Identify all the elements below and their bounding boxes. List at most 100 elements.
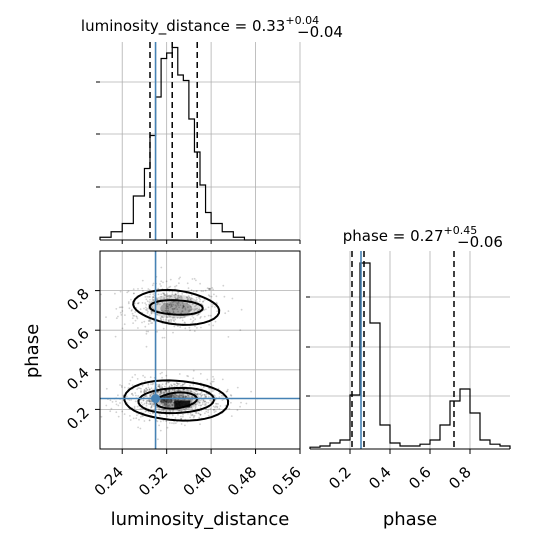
scatter-point [160,266,163,269]
scatter-point [142,290,144,292]
scatter-point [171,414,174,417]
scatter-point [161,386,164,389]
scatter-point [205,393,208,395]
scatter-point [198,308,200,311]
scatter-point [198,402,201,404]
scatter-point [162,405,164,407]
scatter-point [214,399,217,401]
scatter-point [121,310,124,312]
scatter-point [174,399,177,401]
scatter-point [218,392,221,395]
scatter-point [152,412,155,414]
scatter-point [181,306,184,309]
scatter-point [179,384,182,387]
scatter-point [162,327,165,330]
scatter-point [229,394,232,396]
scatter-point [189,298,192,300]
scatter-point [126,291,129,294]
scatter-point [168,422,171,424]
scatter-point [171,404,174,406]
scatter-point [180,415,182,418]
scatter-point [164,405,167,408]
scatter-point [182,305,185,308]
scatter-point [190,297,193,300]
scatter-point [159,420,162,423]
scatter-point [182,395,185,398]
scatter-point [171,389,174,391]
scatter-point [168,303,171,306]
scatter-point [140,391,142,393]
scatter-point [174,296,177,299]
scatter-point [144,380,147,382]
scatter-point [158,386,161,389]
scatter-point [194,407,197,410]
scatter-point [129,379,132,382]
scatter-point [163,389,166,392]
scatter-point [169,302,172,305]
scatter-point [222,284,225,287]
scatter-point [178,382,181,385]
scatter-point [215,295,218,298]
scatter-point [240,401,242,404]
y-label-phase: phase [22,324,43,378]
scatter-point [191,395,194,398]
scatter-point [178,282,180,285]
scatter-point [212,380,215,383]
scatter-point [157,385,160,388]
scatter-point [193,330,196,332]
scatter-point [149,403,152,405]
scatter-point [174,396,177,399]
scatter-point [146,309,148,312]
scatter-point [193,414,196,417]
scatter-point [131,384,134,386]
scatter-point [157,391,160,393]
scatter-point [187,412,189,415]
x-tick-label: 0.2 [325,463,355,493]
scatter-point [198,393,201,396]
scatter-point [128,399,131,401]
scatter-point [157,390,160,393]
scatter-point [168,304,171,306]
scatter-point [156,298,159,300]
scatter-point [231,297,234,300]
scatter-point [163,391,166,394]
scatter-point [172,401,175,404]
scatter-point [160,410,162,412]
scatter-point [166,426,169,429]
scatter-point [119,290,122,293]
scatter-point [148,403,150,405]
scatter-point [151,383,154,386]
scatter-point [180,423,183,425]
scatter-point [145,402,148,404]
scatter-point [171,317,174,319]
scatter-point [162,318,165,321]
scatter-point [169,402,172,405]
scatter-point [181,384,183,387]
scatter-point [191,278,194,280]
scatter-point [166,303,169,305]
scatter-point [193,308,196,310]
scatter-point [150,312,153,315]
scatter-point [137,426,140,429]
scatter-point [109,399,112,402]
scatter-point [178,306,181,309]
scatter-2d-panel: 0.24 0.32 0.40 0.48 0.56 0.2 0.4 0.6 0.8 [63,250,305,499]
scatter-point [198,404,200,407]
scatter-point [148,314,151,317]
scatter-point [164,405,167,407]
scatter-point [150,387,153,390]
scatter-point [193,277,196,280]
scatter-point [169,285,172,288]
contour-line [123,379,229,422]
x-tick-label: 0.40 [180,463,216,499]
scatter-point [168,381,170,384]
scatter-point [239,405,242,408]
scatter-point [144,296,147,298]
scatter-point [145,345,148,348]
scatter-point [180,417,183,420]
scatter-point [128,383,131,385]
scatter-point [151,322,154,324]
scatter-point [117,415,120,418]
scatter-point [196,309,199,312]
